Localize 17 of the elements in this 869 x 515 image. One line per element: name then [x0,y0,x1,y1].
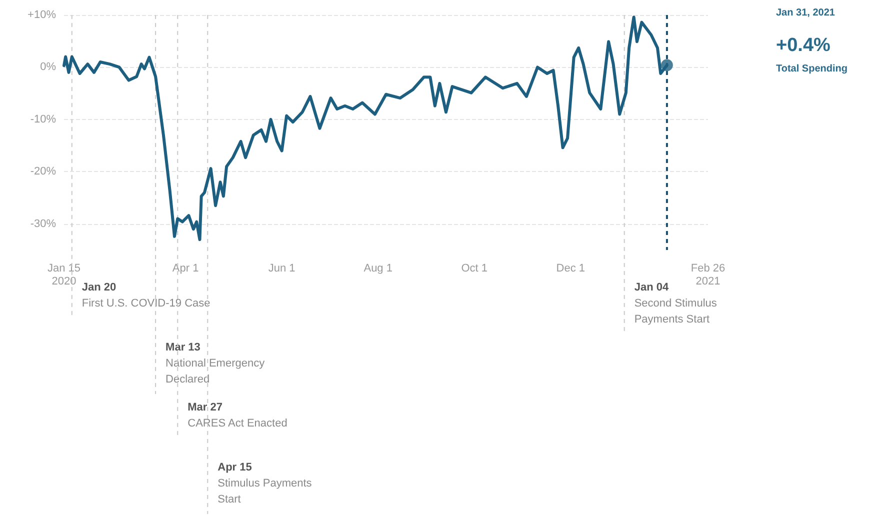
y-tick-label: -20% [30,166,56,178]
x-tick-label: Aug 1 [364,262,392,274]
y-tick-label: -10% [30,113,56,126]
ref-line-label: Mar 27 CARES Act Enacted [188,402,288,430]
y-tick-label: -30% [30,218,56,230]
text: +0.4% [776,35,831,56]
y-tick-label: 0% [40,61,56,74]
text: Jan 31, 2021 [776,8,836,18]
x-tick-label: Dec 1 [556,262,586,274]
ref-line-label: Jan 20 First U.S. COVID-19 Case [82,282,210,310]
y-tick-label: +10% [28,9,56,21]
ref-line-label: Apr 15 Stimulus Payments Start [218,462,312,506]
x-tick-label: Jun 1 [268,262,296,274]
ref-line-label: Mar 13 National Emergency Declared [166,342,266,386]
text: Total Spending [776,64,848,74]
x-tick-label: Apr 1 [172,262,199,274]
x-tick-label: Oct 1 [461,262,488,274]
